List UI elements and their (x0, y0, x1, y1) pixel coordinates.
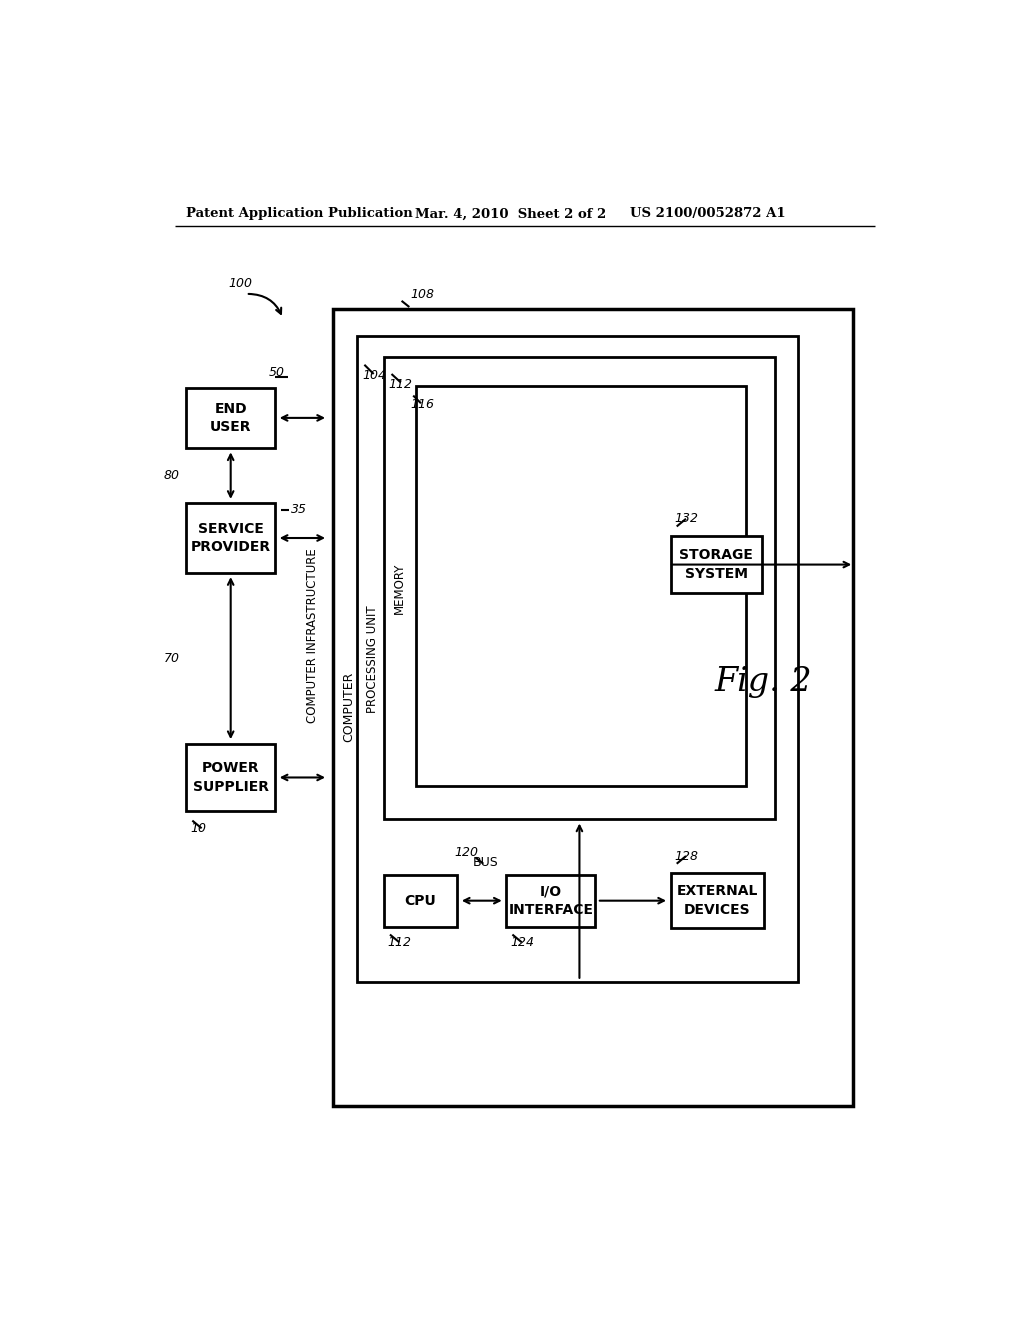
Text: 112: 112 (388, 936, 412, 949)
Text: EXTERNAL
DEVICES: EXTERNAL DEVICES (676, 884, 758, 917)
Text: 124: 124 (510, 936, 535, 949)
Bar (384, 358, 775, 818)
Text: PROCESSING UNIT: PROCESSING UNIT (366, 605, 379, 713)
Text: 100: 100 (228, 277, 253, 289)
Text: 112: 112 (388, 378, 413, 391)
Text: 35: 35 (291, 503, 307, 516)
Text: I/O
INTERFACE: I/O INTERFACE (508, 884, 593, 917)
Text: 80: 80 (164, 469, 180, 482)
Text: END
USER: END USER (210, 401, 252, 434)
Bar (334, 309, 853, 1106)
Text: BUS: BUS (473, 857, 499, 870)
Text: 120: 120 (455, 846, 478, 859)
Text: SERVICE
PROVIDER: SERVICE PROVIDER (190, 521, 270, 554)
Text: 10: 10 (190, 822, 207, 834)
Text: 128: 128 (675, 850, 698, 862)
Text: POWER
SUPPLIER: POWER SUPPLIER (193, 762, 268, 793)
Text: COMPUTER INFRASTRUCTURE: COMPUTER INFRASTRUCTURE (306, 548, 318, 723)
Bar (417, 385, 745, 785)
Bar (384, 874, 458, 927)
Text: 108: 108 (411, 288, 435, 301)
Bar (671, 873, 764, 928)
Bar (671, 536, 762, 594)
Text: US 2100/0052872 A1: US 2100/0052872 A1 (630, 207, 785, 220)
Text: 50: 50 (269, 366, 285, 379)
Bar (186, 743, 275, 812)
Bar (506, 874, 595, 927)
Text: Fig. 2: Fig. 2 (715, 667, 812, 698)
Bar (186, 503, 275, 573)
Bar (356, 335, 799, 982)
Bar (186, 388, 275, 447)
Text: Mar. 4, 2010  Sheet 2 of 2: Mar. 4, 2010 Sheet 2 of 2 (415, 207, 606, 220)
Text: 104: 104 (362, 370, 387, 381)
Text: 70: 70 (164, 652, 180, 665)
FancyArrowPatch shape (249, 294, 282, 314)
Text: MEMORY: MEMORY (393, 562, 406, 614)
Text: 132: 132 (675, 512, 698, 525)
Text: CPU: CPU (404, 894, 436, 908)
Text: STORAGE
SYSTEM: STORAGE SYSTEM (679, 548, 754, 581)
Text: 116: 116 (411, 399, 435, 412)
Text: COMPUTER: COMPUTER (342, 672, 355, 742)
Text: Patent Application Publication: Patent Application Publication (186, 207, 413, 220)
